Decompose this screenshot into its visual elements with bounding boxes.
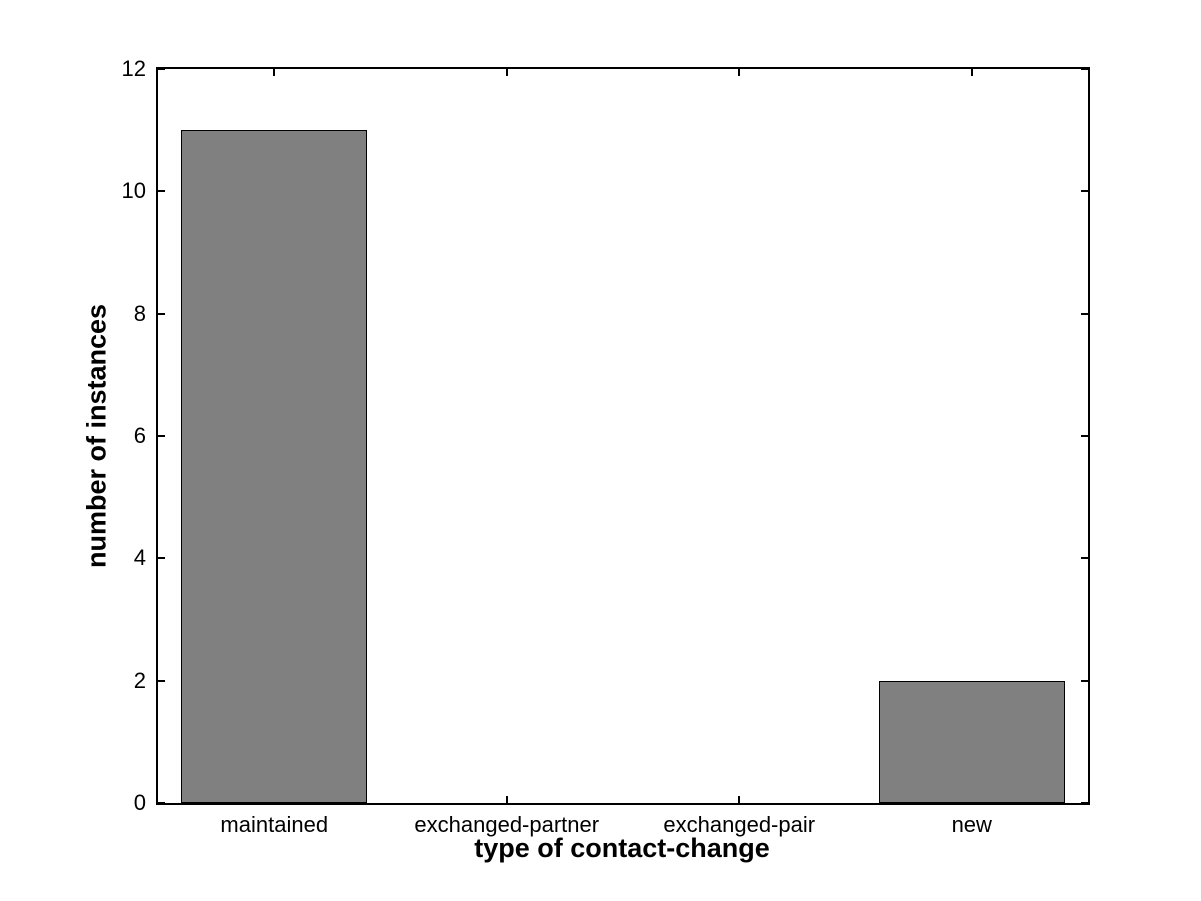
y-axis-label: number of instances: [81, 303, 112, 569]
y-tick-label: 4: [133, 545, 146, 571]
y-tick-label: 10: [121, 178, 146, 204]
y-tick: [158, 802, 165, 804]
y-tick: [158, 557, 165, 560]
y-tick-right: [1081, 802, 1088, 804]
x-axis-label: type of contact-change: [474, 833, 770, 863]
y-tick-right: [1081, 190, 1088, 193]
y-tick-label: 6: [133, 423, 146, 448]
y-tick-label: 0: [133, 790, 146, 815]
y-tick-label: 2: [133, 667, 146, 693]
x-tick-label: exchanged-partner: [414, 812, 600, 837]
y-tick-right: [1081, 557, 1088, 560]
y-tick: [158, 68, 165, 70]
y-tick-right: [1081, 679, 1088, 682]
y-tick-label: 12: [121, 56, 146, 81]
x-tick-label: maintained: [220, 812, 329, 837]
y-tick-right: [1081, 435, 1088, 437]
bar-new: [878, 680, 1065, 803]
y-tick-right: [1081, 68, 1088, 70]
x-tick-top: [505, 69, 508, 76]
x-tick-top: [970, 69, 973, 76]
x-tick-label: exchanged-pair: [663, 812, 816, 837]
y-tick-label: 8: [133, 300, 146, 326]
x-tick: [505, 796, 508, 803]
bar-maintained: [181, 130, 368, 803]
x-tick-label: new: [951, 812, 992, 837]
y-tick: [158, 190, 165, 193]
x-tick-top: [273, 69, 276, 76]
y-tick: [158, 679, 165, 682]
x-tick-top: [738, 69, 741, 76]
y-tick-right: [1081, 312, 1088, 315]
y-tick: [158, 312, 165, 315]
y-tick: [158, 435, 165, 437]
x-tick: [738, 796, 741, 803]
plot-area: maintained exchanged-partner exchanged-pai…: [122, 56, 1090, 837]
